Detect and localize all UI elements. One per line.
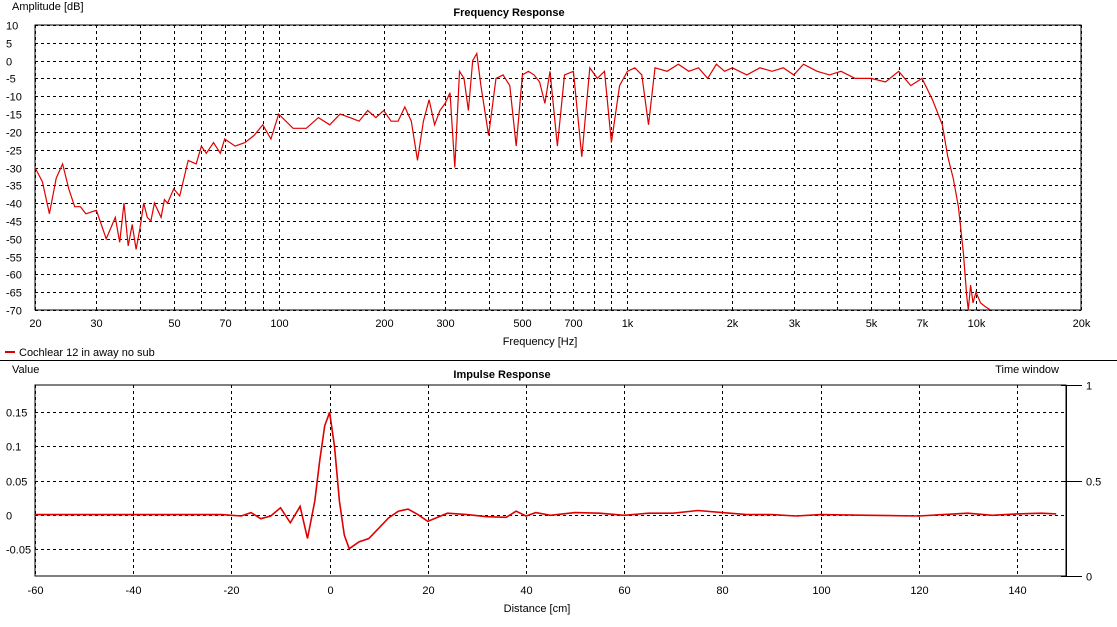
fr-x-tick-label: 700: [564, 318, 582, 330]
ir-x-tick-label: -60: [28, 585, 44, 597]
ir-x-tick-label: -40: [126, 585, 142, 597]
ir-y-tick-label: 0.1: [6, 442, 21, 454]
fr-x-tick-labels: 20 30 50 70 100 200 300 500 700 1k 2k 3k 5k 7k 10k 20k: [29, 318, 1090, 330]
fr-y-tick-label: 10: [6, 21, 18, 33]
fr-x-tick-label: 100: [270, 318, 288, 330]
frequency-response-chart: Frequency Response Amplitude [dB] 1050-5…: [5, 1, 1091, 359]
fr-y-tick-label: -5: [6, 74, 16, 86]
ir-grid: [35, 385, 1066, 576]
fr-y-tick-label: -65: [6, 288, 22, 300]
time-window-tick-label: 0: [1086, 572, 1092, 584]
fr-ylabel: Amplitude [dB]: [12, 1, 84, 13]
fr-y-tick-label: -45: [6, 217, 22, 229]
fr-y-tick-label: -50: [6, 235, 22, 247]
fr-series-line: [34, 51, 991, 311]
fr-x-tick-label: 30: [90, 318, 102, 330]
fr-x-tick-label: 200: [375, 318, 393, 330]
time-window-tick-label: 0.5: [1086, 477, 1101, 489]
ir-y-tick-label: -0.05: [6, 545, 31, 557]
ir-y2label: Time window: [995, 364, 1059, 376]
ir-x-tick-label: -20: [224, 585, 240, 597]
ir-y-tick-label: 0.05: [6, 477, 27, 489]
ir-series-line: [35, 412, 1057, 550]
fr-x-tick-label: 2k: [727, 318, 739, 330]
fr-legend[interactable]: Cochlear 12 in away no sub: [5, 347, 155, 359]
fr-x-tick-label: 500: [513, 318, 531, 330]
fr-y-tick-label: -30: [6, 164, 22, 176]
fr-y-tick-labels: 10 5 0 -5 -10 -15 -20 -25 -30 -35 -40 -45 -50 -55 -60 -…: [6, 21, 22, 318]
time-window-tick-label: 1: [1086, 381, 1092, 393]
fr-x-tick-label: 3k: [789, 318, 801, 330]
fr-x-tick-label: 50: [168, 318, 180, 330]
impulse-response-chart: Impulse Response Value Time window 0.150…: [6, 364, 1101, 615]
fr-y-tick-label: 0: [6, 57, 12, 69]
fr-y-tick-label: -35: [6, 181, 22, 193]
fr-xlabel: Frequency [Hz]: [503, 336, 578, 348]
fr-x-tick-label: 7k: [917, 318, 929, 330]
ir-x-tick-label: 120: [910, 585, 928, 597]
ir-x-tick-labels: -60 -40 -20 0 20 40 60 80 100 120 140: [28, 585, 1027, 597]
fr-x-tick-label: 5k: [866, 318, 878, 330]
fr-x-tick-label: 20: [29, 318, 41, 330]
fr-plot-frame: [34, 24, 1082, 311]
fr-y-tick-label: -60: [6, 270, 22, 282]
legend-entry-label: Cochlear 12 in away no sub: [19, 347, 155, 359]
ir-x-tick-label: 60: [618, 585, 630, 597]
fr-x-tick-label: 1k: [622, 318, 634, 330]
fr-y-tick-label: -55: [6, 253, 22, 265]
ir-y-tick-labels: 0.15 0.1 0.05 0 -0.05: [6, 408, 31, 557]
ir-x-tick-label: 80: [716, 585, 728, 597]
time-window-axis[interactable]: 10.50: [1061, 381, 1101, 584]
ir-x-tick-label: 20: [422, 585, 434, 597]
fr-y-tick-label: -25: [6, 146, 22, 158]
ir-y-tick-label: 0.15: [6, 408, 27, 420]
fr-y-tick-label: -70: [6, 306, 22, 318]
fr-x-tick-label: 300: [436, 318, 454, 330]
fr-y-tick-label: -20: [6, 128, 22, 140]
fr-grid: [35, 25, 1082, 311]
ir-x-tick-label: 100: [812, 585, 830, 597]
fr-y-tick-label: -10: [6, 92, 22, 104]
ir-x-tick-label: 0: [327, 585, 333, 597]
ir-x-tick-label: 40: [520, 585, 532, 597]
fr-x-tick-label: 70: [219, 318, 231, 330]
ir-ylabel: Value: [12, 364, 39, 376]
fr-title: Frequency Response: [453, 7, 564, 19]
fr-y-tick-label: 5: [6, 39, 12, 51]
fr-y-tick-label: -40: [6, 199, 22, 211]
ir-y-tick-label: 0: [6, 511, 12, 523]
fr-x-tick-label: 10k: [968, 318, 986, 330]
ir-x-tick-label: 140: [1008, 585, 1026, 597]
ir-title: Impulse Response: [453, 369, 550, 381]
fr-x-tick-label: 20k: [1073, 318, 1091, 330]
ir-plot-frame: [34, 384, 1067, 577]
fr-y-tick-label: -15: [6, 110, 22, 122]
ir-xlabel: Distance [cm]: [504, 603, 571, 615]
